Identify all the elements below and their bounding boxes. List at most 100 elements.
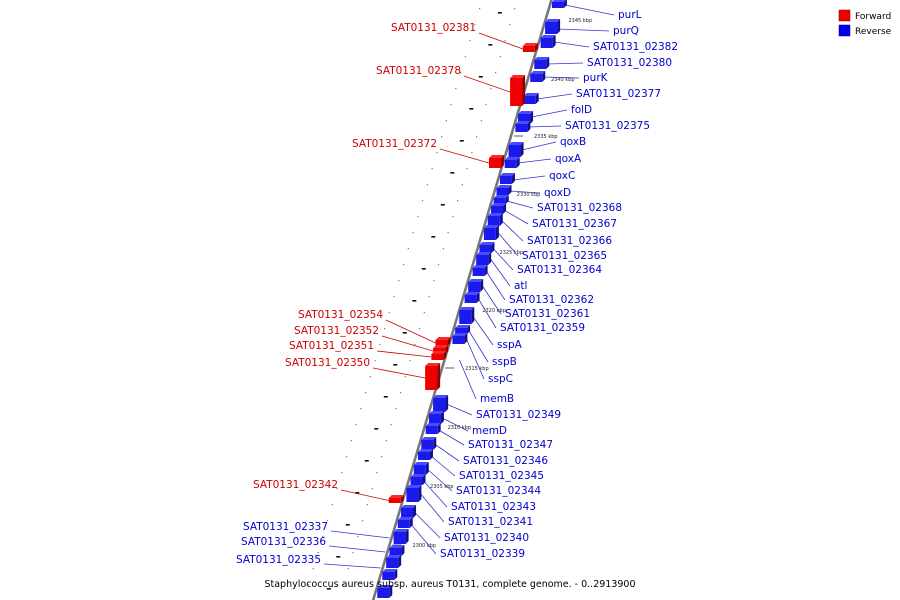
forward-leader bbox=[385, 319, 436, 344]
lane-dot bbox=[485, 104, 487, 106]
gene-face bbox=[551, 2, 564, 8]
gene-side bbox=[495, 225, 499, 240]
reverse-leader bbox=[564, 4, 615, 16]
position-dots bbox=[307, 8, 516, 590]
reverse-gene-label: sspA bbox=[497, 339, 523, 351]
gene-side bbox=[400, 495, 404, 503]
lane-dot bbox=[307, 584, 310, 586]
gene-top bbox=[545, 19, 561, 22]
reverse-gene-label: SAT0131_02382 bbox=[593, 41, 678, 53]
lane-dot bbox=[402, 264, 405, 266]
gene-face bbox=[452, 336, 465, 344]
gene-side bbox=[471, 307, 475, 324]
lane-dot bbox=[371, 488, 373, 490]
forward-leader bbox=[478, 32, 523, 50]
reverse-gene-label: SAT0131_02366 bbox=[527, 235, 612, 247]
gene-side bbox=[476, 292, 480, 303]
gene-face bbox=[522, 46, 535, 52]
gene-top bbox=[534, 57, 550, 60]
forward-leader bbox=[381, 335, 434, 352]
gene-side bbox=[389, 585, 393, 598]
lane-dash bbox=[488, 44, 493, 46]
gene-face bbox=[496, 188, 509, 195]
reverse-leader bbox=[497, 231, 519, 257]
gene-top bbox=[518, 111, 534, 114]
legend-swatch-forward bbox=[838, 9, 851, 22]
gene-side bbox=[443, 351, 447, 360]
lane-dot bbox=[495, 72, 497, 74]
lane-dot bbox=[422, 200, 424, 202]
gene-side bbox=[505, 195, 509, 204]
gene-side bbox=[401, 545, 405, 556]
gene-face bbox=[504, 160, 517, 168]
gene-top bbox=[551, 0, 566, 2]
reverse-gene-block bbox=[377, 585, 393, 598]
lane-dash bbox=[450, 172, 455, 174]
gene-face bbox=[487, 216, 500, 226]
reverse-gene-label: SAT0131_02344 bbox=[456, 485, 541, 497]
forward-leader bbox=[463, 75, 511, 93]
left-reverse-gene-label: SAT0131_02336 bbox=[241, 536, 326, 548]
reverse-leader bbox=[438, 429, 465, 446]
gene-top bbox=[433, 345, 449, 348]
lane-dot bbox=[433, 280, 435, 282]
gene-top bbox=[421, 437, 437, 440]
reverse-gene-label: SAT0131_02349 bbox=[476, 409, 561, 421]
lane-dash bbox=[326, 588, 331, 590]
reverse-gene-label: sspC bbox=[488, 373, 513, 385]
gene-top bbox=[410, 474, 426, 477]
gene-face bbox=[425, 426, 438, 434]
gene-side bbox=[445, 395, 449, 412]
gene-face bbox=[534, 60, 547, 69]
reverse-gene-label: qoxD bbox=[544, 187, 571, 199]
lane-dot bbox=[441, 136, 443, 138]
gene-side bbox=[552, 35, 556, 48]
reverse-leader bbox=[512, 175, 546, 181]
reverse-gene-label: SAT0131_02343 bbox=[451, 501, 536, 513]
lane-dot bbox=[383, 328, 386, 330]
gene-top bbox=[425, 363, 441, 366]
leader-lines bbox=[323, 4, 615, 569]
reverse-gene-block bbox=[472, 265, 488, 276]
lane-dot bbox=[317, 552, 319, 554]
lane-dot bbox=[312, 568, 314, 570]
gene-face bbox=[515, 124, 528, 132]
lane-dot bbox=[474, 24, 476, 26]
gene-side bbox=[546, 57, 550, 69]
lane-dot bbox=[390, 424, 392, 426]
left-reverse-leader bbox=[330, 530, 390, 539]
lane-dot bbox=[469, 40, 471, 42]
gene-side bbox=[557, 19, 561, 34]
gene-face bbox=[389, 548, 402, 556]
reverse-gene-block bbox=[401, 505, 417, 518]
reverse-leader bbox=[543, 76, 580, 79]
gene-face bbox=[413, 465, 426, 475]
gene-side bbox=[500, 155, 504, 168]
gene-side bbox=[503, 203, 507, 214]
tick-label: 2335 kbp bbox=[534, 134, 558, 140]
gene-side bbox=[418, 485, 422, 502]
reverse-leader bbox=[528, 125, 562, 128]
lane-dot bbox=[442, 248, 444, 250]
lane-dash bbox=[393, 364, 398, 366]
reverse-leader bbox=[426, 468, 453, 492]
gene-face bbox=[491, 206, 504, 214]
gene-face bbox=[382, 572, 395, 580]
gene-top bbox=[523, 93, 539, 96]
gene-side bbox=[499, 213, 503, 226]
reverse-leader bbox=[419, 492, 445, 523]
reverse-gene-block bbox=[487, 213, 503, 226]
gene-top bbox=[510, 75, 526, 78]
gene-side bbox=[437, 363, 441, 390]
left-reverse-leader bbox=[328, 545, 386, 553]
forward-gene-block bbox=[522, 43, 538, 52]
tick-label: 2340 kbp bbox=[551, 77, 575, 83]
gene-face bbox=[401, 508, 414, 518]
reverse-gene-block bbox=[508, 142, 524, 157]
gene-side bbox=[409, 517, 413, 528]
gene-face bbox=[479, 245, 492, 253]
gene-labels: purL purQ SAT0131_02382 SAT0131_02380 purK SA… bbox=[236, 9, 678, 566]
reverse-leader bbox=[485, 270, 506, 301]
reverse-gene-block bbox=[523, 93, 539, 104]
